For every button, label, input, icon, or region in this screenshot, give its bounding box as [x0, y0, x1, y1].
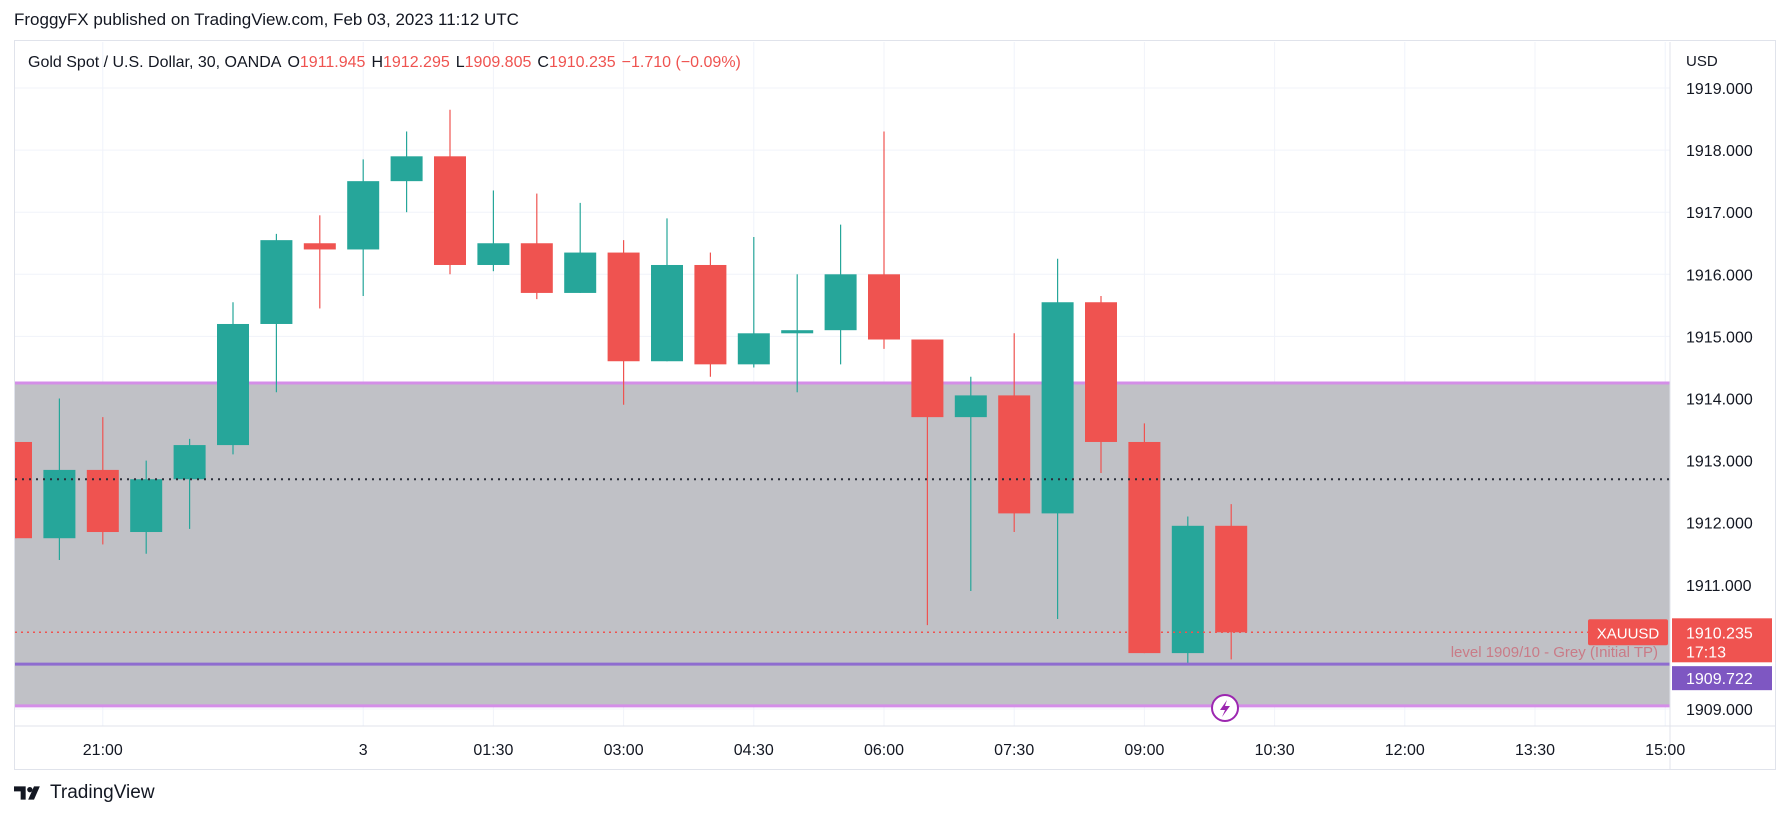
y-tick-label: 1909.000 [1686, 702, 1753, 719]
tradingview-brand[interactable]: TradingView [14, 782, 155, 804]
y-tick-label: 1919.000 [1686, 81, 1753, 98]
symbol-tag-bg [1588, 619, 1668, 646]
candle-body[interactable] [520, 243, 553, 293]
ohlc-legend: Gold Spot / U.S. Dollar, 30, OANDA O1911… [28, 54, 741, 72]
y-tick-label: 1916.000 [1686, 267, 1753, 284]
current-price-label-bg [1672, 618, 1772, 663]
candle-body[interactable] [1085, 302, 1117, 442]
candlestick-chart[interactable]: level 1909/10 - Grey (Initial TP)XAUUSD … [0, 0, 1791, 780]
y-tick-label: 1913.000 [1686, 454, 1753, 471]
y-tick-label: 1914.000 [1686, 392, 1753, 409]
candle-body[interactable] [434, 156, 466, 265]
countdown-label: 17:13 [1686, 644, 1726, 661]
candle-body[interactable] [824, 274, 857, 331]
legend-change: −1.710 (−0.09%) [621, 54, 741, 71]
level-label-bg [1672, 666, 1772, 691]
candle-body[interactable] [303, 243, 336, 250]
legend-symbol: Gold Spot / U.S. Dollar, 30, OANDA [28, 54, 282, 71]
candle-body[interactable] [390, 156, 423, 182]
x-tick-label: 07:30 [994, 742, 1034, 759]
price-zone [15, 381, 1670, 708]
candle-body[interactable] [347, 181, 380, 250]
y-tick-label: 1912.000 [1686, 516, 1753, 533]
candle-body[interactable] [607, 252, 640, 362]
legend-o-label: O [287, 54, 300, 71]
y-tick-label: 1915.000 [1686, 329, 1753, 346]
symbol-tag: XAUUSD [1597, 625, 1660, 642]
candle-body[interactable] [564, 252, 597, 293]
legend-low: 1909.805 [464, 54, 532, 71]
axes: USD 1919.000 1918.000 1917.000 1916.000 1915.… [15, 42, 1775, 770]
lightning-bolt [1220, 700, 1230, 717]
legend-h-label: H [371, 54, 383, 71]
candle-body[interactable] [130, 479, 163, 533]
candle-body[interactable] [998, 395, 1031, 514]
candle-body[interactable] [86, 469, 119, 533]
x-tick-label: 21:00 [83, 742, 123, 759]
legend-open: 1911.945 [299, 54, 366, 71]
candle-body[interactable] [1128, 441, 1161, 654]
candle-body[interactable] [737, 333, 770, 365]
y-tick-label: 1911.000 [1686, 578, 1752, 595]
candle-body[interactable] [868, 274, 900, 340]
candle-body[interactable] [1215, 525, 1248, 633]
x-tick-label: 13:30 [1515, 742, 1555, 759]
lightning-icon[interactable] [1211, 694, 1239, 722]
x-tick-label: 12:00 [1385, 742, 1425, 759]
level-label: 1909.722 [1686, 671, 1753, 688]
x-tick-label: 04:30 [734, 742, 774, 759]
current-price-label: 1910.235 [1686, 625, 1753, 642]
grey-zone-rect [15, 382, 1670, 706]
candle-body[interactable] [1171, 525, 1204, 654]
x-tick-label: 03:00 [604, 742, 644, 759]
tradingview-brand-text: TradingView [50, 782, 155, 803]
candle-body[interactable] [911, 339, 944, 418]
candle-body[interactable] [1041, 302, 1074, 514]
currency-label: USD [1686, 53, 1718, 70]
x-tick-label: 06:00 [864, 742, 904, 759]
legend-l-label: L [455, 54, 465, 71]
candle-body[interactable] [217, 323, 249, 446]
level-text: level 1909/10 - Grey (Initial TP) [1451, 644, 1658, 661]
candle-body[interactable] [260, 240, 293, 324]
tradingview-logo-icon [14, 786, 40, 800]
y-tick-label: 1918.000 [1686, 143, 1753, 160]
candles [15, 109, 1248, 666]
chart-frame [14, 40, 1776, 770]
x-tick-label: 01:30 [473, 742, 513, 759]
legend-high: 1912.295 [383, 54, 450, 71]
x-tick-label: 10:30 [1255, 742, 1295, 759]
x-tick-label: 15:00 [1645, 742, 1685, 759]
candle-body[interactable] [651, 264, 683, 362]
y-tick-label: 1917.000 [1686, 205, 1753, 222]
published-text: FroggyFX published on TradingView.com, F… [14, 10, 519, 29]
legend-c-label: C [537, 54, 549, 71]
x-tick-label: 09:00 [1124, 742, 1164, 759]
candle-body[interactable] [781, 330, 814, 334]
candle-body[interactable] [15, 441, 32, 539]
legend-close: 1910.235 [548, 54, 616, 71]
candle-body[interactable] [477, 243, 510, 265]
candle-body[interactable] [173, 445, 206, 480]
candle-body[interactable] [43, 469, 76, 539]
candle-body[interactable] [694, 264, 727, 365]
overlays: level 1909/10 - Grey (Initial TP) XAUUSD [15, 478, 1670, 722]
x-tick-label: 3 [359, 742, 368, 759]
candle-body[interactable] [954, 395, 987, 418]
